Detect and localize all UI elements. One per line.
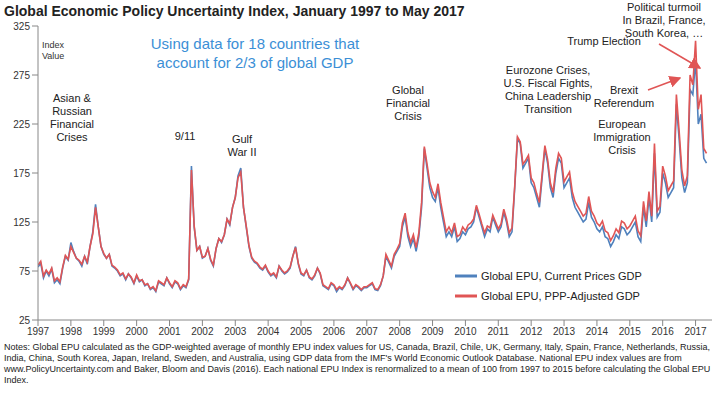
svg-text:275: 275 [13, 70, 30, 81]
html-text:China Leadership: China Leadership [504, 90, 592, 102]
html-text:Global EPU, Current Prices GDP: Global EPU, Current Prices GDP [481, 270, 642, 282]
svg-text:25: 25 [19, 315, 31, 326]
html-text:Global Economic Policy Uncerta: Global Economic Policy Uncertainty Index… [4, 3, 465, 19]
html-text:9/11: 9/11 [174, 130, 196, 142]
svg-text:2001: 2001 [158, 326, 181, 337]
html-text:Eurozone Crises,: Eurozone Crises, [505, 64, 591, 76]
html-text:Crisis: Crisis [394, 110, 422, 122]
svg-text:2014: 2014 [586, 326, 609, 337]
svg-text:1997: 1997 [27, 326, 50, 337]
html-text:Global: Global [392, 84, 424, 96]
html-text:War II: War II [227, 146, 257, 158]
svg-text:1998: 1998 [60, 326, 83, 337]
html-text:South Korea, …: South Korea, … [624, 27, 704, 39]
html-text:account for 2/3 of global GDP: account for 2/3 of global GDP [156, 54, 354, 71]
html-text:Gulf: Gulf [231, 133, 253, 145]
html-text:Political turmoil: Political turmoil [627, 1, 701, 13]
svg-text:2013: 2013 [553, 326, 576, 337]
html-text:Referendum: Referendum [593, 97, 655, 109]
html-text:Index Value: Index Value [42, 40, 65, 61]
svg-text:1999: 1999 [93, 326, 116, 337]
svg-text:2005: 2005 [290, 326, 313, 337]
html-text:Russian: Russian [52, 105, 92, 117]
html-text:Notes: Global EPU calculated a: Notes: Global EPU calculated as the GDP-… [4, 342, 711, 385]
svg-text:2016: 2016 [652, 326, 675, 337]
html-text:Trump Election: Trump Election [567, 35, 641, 47]
svg-text:2015: 2015 [619, 326, 642, 337]
svg-text:2017: 2017 [684, 326, 707, 337]
html-text:Immigration: Immigration [593, 131, 651, 143]
svg-text:2010: 2010 [454, 326, 477, 337]
svg-text:2002: 2002 [191, 326, 214, 337]
html-text:Financial: Financial [50, 118, 94, 130]
html-text:Crisis: Crisis [608, 144, 636, 156]
html-text:Financial: Financial [386, 97, 430, 109]
svg-text:325: 325 [13, 21, 30, 32]
html-text:U.S. Fiscal Fights,: U.S. Fiscal Fights, [503, 77, 593, 89]
html-text:Asian &: Asian & [53, 92, 91, 104]
svg-text:175: 175 [13, 168, 30, 179]
svg-text:2008: 2008 [389, 326, 412, 337]
html-text:Using data for 18 countries th: Using data for 18 countries that [150, 35, 360, 52]
html-text:Global EPU, PPP-Adjusted GDP: Global EPU, PPP-Adjusted GDP [481, 290, 640, 302]
svg-text:75: 75 [19, 266, 31, 277]
html-text:Transition: Transition [524, 103, 572, 115]
svg-text:2006: 2006 [323, 326, 346, 337]
svg-text:2011: 2011 [488, 326, 510, 337]
svg-text:2003: 2003 [224, 326, 247, 337]
svg-text:2004: 2004 [257, 326, 280, 337]
html-text:Crises: Crises [56, 131, 88, 143]
svg-text:2009: 2009 [421, 326, 444, 337]
html-text:European: European [598, 118, 646, 130]
svg-text:125: 125 [13, 217, 30, 228]
svg-text:2007: 2007 [356, 326, 379, 337]
svg-text:2012: 2012 [520, 326, 543, 337]
svg-text:2000: 2000 [126, 326, 149, 337]
html-text:In Brazil, France,: In Brazil, France, [622, 14, 706, 26]
svg-text:225: 225 [13, 119, 30, 130]
html-text:Brexit: Brexit [609, 84, 639, 96]
